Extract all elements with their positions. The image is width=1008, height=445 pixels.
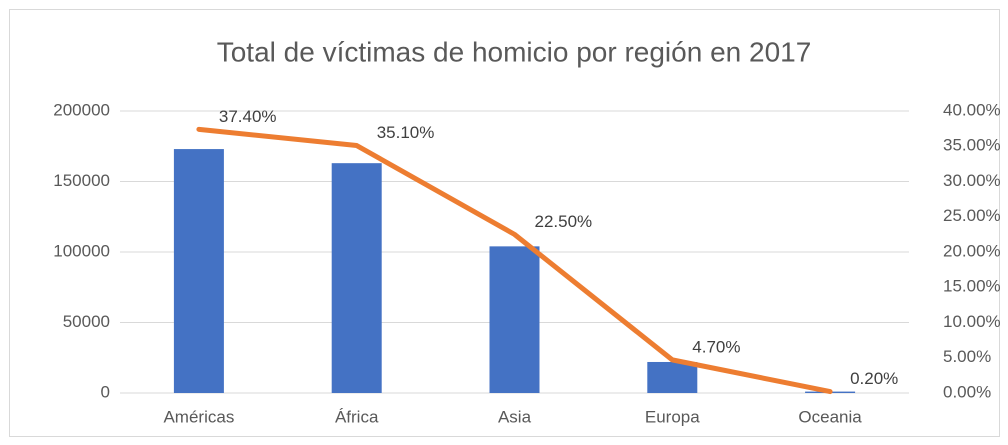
- y2-tick-label: 0.00%: [943, 382, 991, 401]
- y2-tick-label: 30.00%: [943, 171, 1001, 190]
- y2-tick-label: 10.00%: [943, 312, 1001, 331]
- y-tick-label: 0: [101, 382, 110, 401]
- y-tick-label: 50000: [63, 312, 110, 331]
- chart-title: Total de víctimas de homicio por región …: [217, 36, 812, 67]
- y2-tick-label: 40.00%: [943, 100, 1001, 119]
- bar: [489, 246, 540, 393]
- data-label: 35.10%: [377, 123, 435, 142]
- data-label: 22.50%: [535, 212, 593, 231]
- data-label: 0.20%: [850, 369, 898, 388]
- bar: [647, 361, 698, 393]
- y2-tick-label: 20.00%: [943, 241, 1001, 260]
- bar: [331, 163, 382, 393]
- y2-tick-label: 15.00%: [943, 277, 1001, 296]
- y-tick-label: 150000: [53, 171, 110, 190]
- x-tick-label: Europa: [645, 407, 700, 426]
- y2-tick-label: 5.00%: [943, 347, 991, 366]
- x-tick-label: Asia: [498, 407, 532, 426]
- y-tick-label: 100000: [53, 241, 110, 260]
- data-label: 37.40%: [219, 107, 277, 126]
- bar: [173, 149, 224, 393]
- x-tick-label: Américas: [163, 407, 234, 426]
- line: [196, 126, 833, 395]
- y-tick-label: 200000: [53, 100, 110, 119]
- data-label: 4.70%: [692, 337, 740, 356]
- y2-tick-label: 35.00%: [943, 136, 1001, 155]
- x-tick-label: África: [335, 407, 379, 426]
- x-tick-label: Oceania: [798, 407, 862, 426]
- y2-tick-label: 25.00%: [943, 206, 1001, 225]
